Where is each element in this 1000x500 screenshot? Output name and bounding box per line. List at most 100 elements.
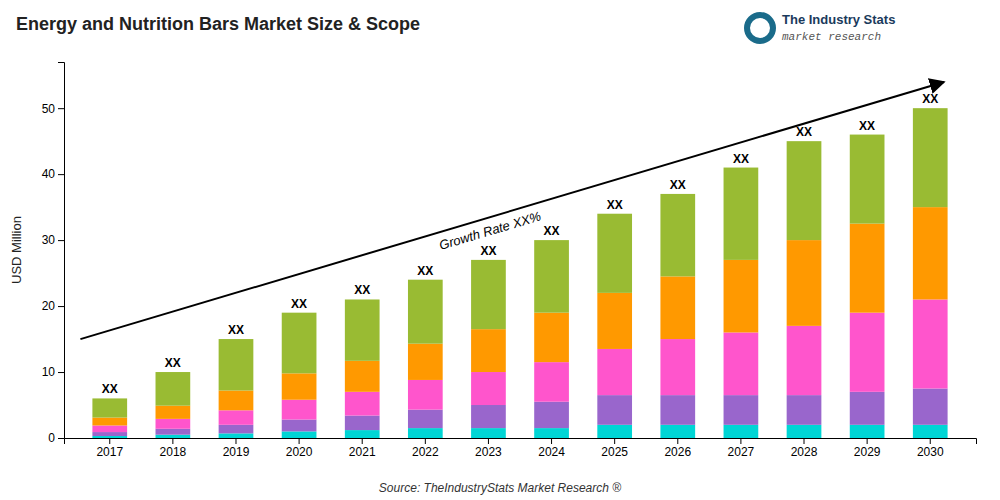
bar-segment bbox=[787, 141, 822, 240]
bar-segment bbox=[92, 436, 127, 438]
tick-mark bbox=[172, 438, 173, 444]
tick-label: 2030 bbox=[917, 445, 944, 459]
tick: 2017 bbox=[96, 438, 123, 459]
logo: The Industry Statsmarket research bbox=[747, 12, 895, 43]
logo-icon bbox=[747, 15, 773, 41]
tick-mark bbox=[58, 438, 64, 439]
total-label: XX bbox=[165, 356, 181, 370]
bar-segment bbox=[597, 293, 632, 349]
axis-line bbox=[65, 439, 977, 445]
bar-segment bbox=[408, 344, 443, 380]
tick-label: 50 bbox=[42, 102, 56, 116]
tick: 30 bbox=[42, 233, 64, 247]
bar-segment bbox=[850, 224, 885, 313]
bar-segment bbox=[660, 339, 695, 395]
tick-label: 10 bbox=[42, 365, 56, 379]
tick-mark bbox=[740, 438, 741, 444]
bar-segment bbox=[660, 425, 695, 438]
tick-label: 2029 bbox=[854, 445, 881, 459]
tick-label: 40 bbox=[42, 167, 56, 181]
tick: 2019 bbox=[223, 438, 250, 459]
bar-segment bbox=[787, 326, 822, 395]
total-label: XX bbox=[354, 283, 370, 297]
bar-segment bbox=[345, 361, 380, 392]
tick-mark bbox=[299, 438, 300, 444]
bar-segment bbox=[345, 416, 380, 431]
bar-segment bbox=[156, 435, 191, 438]
tick-label: 2020 bbox=[286, 445, 313, 459]
bar-segment bbox=[534, 428, 569, 438]
bar-segment bbox=[408, 380, 443, 410]
tick-label: 2019 bbox=[223, 445, 250, 459]
total-label: XX bbox=[607, 198, 623, 212]
bar-segment bbox=[156, 406, 191, 419]
chart: 0102030405020172018201920202021202220232… bbox=[0, 0, 1000, 500]
total-label: XX bbox=[291, 297, 307, 311]
tick: 2022 bbox=[412, 438, 439, 459]
bar-segment bbox=[597, 349, 632, 395]
tick: 20 bbox=[42, 299, 64, 313]
annotation: Growth Rate XX% bbox=[437, 208, 542, 252]
total-label: XX bbox=[228, 323, 244, 337]
bar-segment bbox=[219, 339, 254, 390]
bar-segment bbox=[282, 420, 317, 432]
tick-mark bbox=[804, 438, 805, 444]
bar-segment bbox=[724, 260, 759, 333]
total-label: XX bbox=[417, 264, 433, 278]
bar-segment bbox=[282, 373, 317, 399]
tick-mark bbox=[551, 438, 552, 444]
bar-segment bbox=[724, 425, 759, 438]
title: Energy and Nutrition Bars Market Size & … bbox=[16, 14, 420, 34]
bar-segment bbox=[534, 402, 569, 428]
bar-segment bbox=[92, 425, 127, 432]
bar-segment bbox=[534, 313, 569, 362]
tick: 2030 bbox=[917, 438, 944, 459]
bar-segment bbox=[471, 405, 506, 428]
bar-segment bbox=[660, 395, 695, 425]
axis-line bbox=[58, 63, 65, 439]
bar-segment bbox=[913, 207, 948, 299]
total-labels: XXXXXXXXXXXXXXXXXXXXXXXXXXXX bbox=[102, 92, 939, 396]
bar-segment bbox=[534, 362, 569, 402]
bar-segment bbox=[92, 398, 127, 417]
bar-segment bbox=[724, 168, 759, 260]
bar-segment bbox=[534, 240, 569, 313]
bar-segment bbox=[597, 425, 632, 438]
bar-segment bbox=[787, 425, 822, 438]
tick-mark bbox=[677, 438, 678, 444]
tick-label: 2024 bbox=[538, 445, 565, 459]
bar-segment bbox=[219, 410, 254, 425]
bar-segment bbox=[913, 299, 948, 388]
tick-label: 2025 bbox=[601, 445, 628, 459]
bar-segment bbox=[219, 391, 254, 411]
logo-title: The Industry Stats bbox=[782, 12, 895, 27]
bar-segment bbox=[92, 418, 127, 426]
bar-segment bbox=[850, 425, 885, 438]
tick-mark bbox=[235, 438, 236, 444]
series bbox=[92, 389, 947, 436]
bar-segment bbox=[660, 276, 695, 339]
total-label: XX bbox=[796, 125, 812, 139]
tick-mark bbox=[614, 438, 615, 444]
tick-label: 2018 bbox=[160, 445, 187, 459]
tick-mark bbox=[930, 438, 931, 444]
tick-label: 2017 bbox=[96, 445, 123, 459]
source: Source: TheIndustryStats Market Research… bbox=[379, 481, 621, 495]
bar-segment bbox=[471, 260, 506, 329]
total-label: XX bbox=[544, 224, 560, 238]
tick: 2021 bbox=[349, 438, 376, 459]
bars bbox=[92, 108, 947, 438]
tick-label: 0 bbox=[48, 431, 55, 445]
tick-mark bbox=[58, 108, 64, 109]
tick: 10 bbox=[42, 365, 64, 379]
bar-segment bbox=[282, 431, 317, 438]
bar-segment bbox=[724, 395, 759, 425]
bar-segment bbox=[850, 135, 885, 224]
bar-segment bbox=[471, 329, 506, 372]
tick: 2024 bbox=[538, 438, 565, 459]
tick-mark bbox=[58, 240, 64, 241]
total-label: XX bbox=[859, 119, 875, 133]
tick: 2018 bbox=[160, 438, 187, 459]
bar-segment bbox=[345, 392, 380, 416]
tick-label: 2022 bbox=[412, 445, 439, 459]
